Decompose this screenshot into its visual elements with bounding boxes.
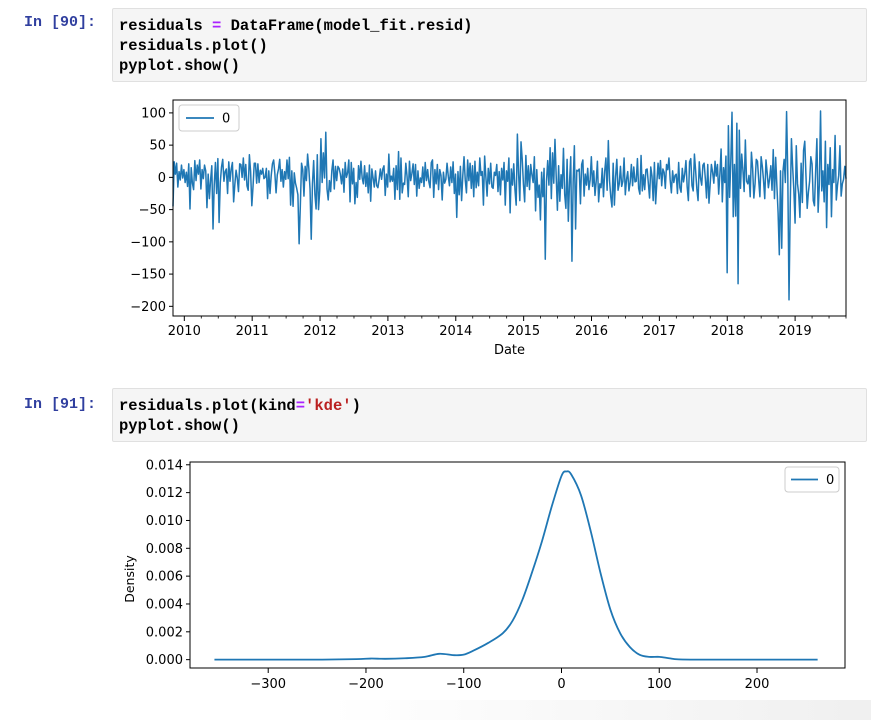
code-token: pyplot.show() xyxy=(119,417,240,435)
y-tick-label: 0.012 xyxy=(146,486,183,501)
x-tick-label: 2015 xyxy=(507,324,540,339)
x-tick-label: 2016 xyxy=(575,324,608,339)
series-line-0 xyxy=(172,110,847,301)
x-tick-label: 2014 xyxy=(439,324,472,339)
x-tick-label: 200 xyxy=(745,677,770,692)
x-tick-label: −100 xyxy=(446,677,482,692)
code-token: pyplot.show() xyxy=(119,57,240,75)
x-tick-label: 2013 xyxy=(371,324,404,339)
cell-prompt-90: In [90]: xyxy=(24,14,97,31)
code-operator: = xyxy=(212,17,222,35)
y-tick-label: 0.010 xyxy=(146,514,183,529)
y-tick-label: −50 xyxy=(139,203,166,218)
code-token: DataFrame(model_fit.resid) xyxy=(221,17,473,35)
y-tick-label: 0.004 xyxy=(146,597,183,612)
code-cell-90[interactable]: residuals = DataFrame(model_fit.resid) re… xyxy=(112,8,867,82)
y-tick-label: 50 xyxy=(149,139,166,154)
code-token: ) xyxy=(351,397,361,415)
legend-label: 0 xyxy=(222,112,230,127)
x-tick-label: −200 xyxy=(348,677,384,692)
code-line: pyplot.show() xyxy=(119,56,860,76)
legend: 0 xyxy=(178,104,240,132)
code-operator: = xyxy=(295,397,306,415)
code-cell-91[interactable]: residuals.plot(kind='kde') pyplot.show() xyxy=(112,388,867,442)
code-line: residuals.plot(kind='kde') xyxy=(119,396,860,416)
x-tick-label: 0 xyxy=(557,677,565,692)
x-tick-label: −300 xyxy=(250,677,286,692)
y-tick-label: 0.000 xyxy=(146,653,183,668)
code-token: residuals.plot() xyxy=(119,37,268,55)
kde-series-line-0 xyxy=(214,470,818,661)
x-tick-label: 2011 xyxy=(236,324,269,339)
y-tick-label: 100 xyxy=(141,106,166,121)
x-tick-label: 2018 xyxy=(711,324,744,339)
y-axis-label: Density xyxy=(122,555,137,603)
code-token: residuals xyxy=(119,17,213,35)
x-tick-label: 2010 xyxy=(168,324,201,339)
plot-frame xyxy=(172,99,847,317)
y-tick-label: −200 xyxy=(130,300,166,315)
x-tick-label: 2017 xyxy=(643,324,676,339)
code-line: pyplot.show() xyxy=(119,416,860,436)
y-tick-label: 0.008 xyxy=(146,542,183,557)
bottom-shadow xyxy=(330,700,871,720)
x-axis-label: Date xyxy=(494,343,525,358)
code-string: 'kde' xyxy=(305,397,352,415)
y-tick-label: 0 xyxy=(158,171,166,186)
x-tick-label: 2019 xyxy=(779,324,812,339)
x-tick-label: 100 xyxy=(647,677,672,692)
plot-frame xyxy=(189,461,846,669)
y-tick-label: −100 xyxy=(130,235,166,250)
y-tick-label: −150 xyxy=(130,268,166,283)
code-line: residuals.plot() xyxy=(119,36,860,56)
y-tick-label: 0.006 xyxy=(146,570,183,585)
y-tick-label: 0.002 xyxy=(146,625,183,640)
kde-density-chart: 0.000 0.002 0.004 0.006 0.008 0.010 0.012 0.014… xyxy=(122,458,846,692)
cell-prompt-91: In [91]: xyxy=(24,396,97,413)
code-line: residuals = DataFrame(model_fit.resid) xyxy=(119,16,860,36)
y-tick-label: 0.014 xyxy=(146,458,183,473)
legend: 0 xyxy=(784,466,840,493)
legend-label: 0 xyxy=(826,473,834,488)
x-tick-label: 2012 xyxy=(303,324,336,339)
code-token: residuals.plot(kind xyxy=(119,397,296,415)
